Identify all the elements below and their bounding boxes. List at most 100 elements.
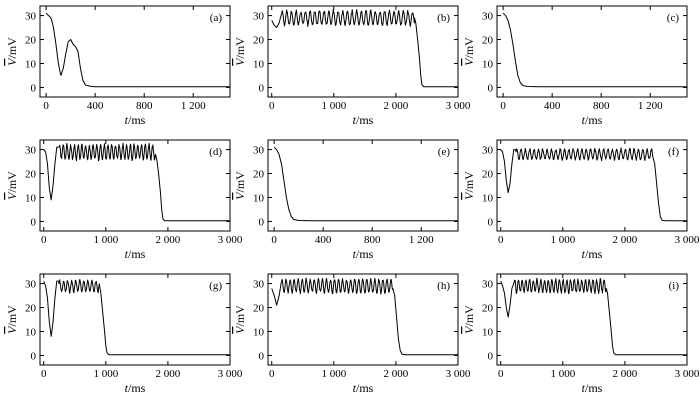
y-tick-label: 30 [482,145,494,157]
panel-label: (i) [669,280,680,292]
x-tick-label: 400 [544,100,561,112]
y-axis-symbol: V [233,191,247,200]
x-axis-symbol: t [125,247,129,261]
x-axis-label: t/ms [353,113,374,127]
y-tick-label: 20 [253,303,265,315]
panel-g: 0 1 000 2 000 3 000 0 10 20 30 (g) V/mV t/ms [5,273,243,395]
x-axis-symbol: t [582,247,586,261]
x-axis-symbol: t [353,247,357,261]
y-tick-label: 30 [25,279,37,291]
y-tick-label: 10 [25,326,37,338]
y-axis-symbol: V [5,57,19,66]
x-axis-unit: /ms [128,381,146,395]
x-tick-label: 3 000 [218,234,243,246]
panel-label: (f) [668,146,679,158]
y-axis-unit: /mV [5,37,19,59]
x-axis-symbol: t [353,113,357,127]
plot-frame [39,5,231,98]
panel-i: 0 1 000 2 000 3 000 0 10 20 30 (i) V/mV t/ms [462,273,700,395]
x-axis-unit: /ms [128,113,146,127]
y-tick-label: 30 [25,11,37,23]
x-tick-label: 0 [43,100,49,112]
x-axis-symbol: t [582,113,586,127]
x-tick-label: 1 200 [409,234,434,246]
x-tick-label: 1 200 [181,100,206,112]
series-line [502,12,687,88]
x-tick-label: 400 [87,100,104,112]
panel-label: (a) [210,12,223,24]
y-axis-unit: /mV [5,305,19,327]
x-axis-symbol: t [582,381,586,395]
y-axis-label: V/mV [5,37,19,66]
plot-frame [496,273,688,366]
x-axis-symbol: t [353,381,357,395]
plot-frame [39,273,231,366]
y-axis-label: V/mV [233,171,247,200]
y-tick-label: 10 [25,58,37,70]
plot-frame [267,5,459,98]
y-axis-symbol: V [5,191,19,200]
x-tick-label: 0 [498,234,504,246]
x-tick-label: 2 000 [613,234,638,246]
y-tick-label: 30 [482,11,494,23]
y-tick-label: 30 [25,145,37,157]
y-tick-label: 10 [253,326,265,338]
series-line [43,278,230,356]
x-axis-label: t/ms [582,113,603,127]
x-tick-label: 3 000 [675,368,700,380]
y-tick-label: 20 [25,169,37,181]
y-tick-label: 20 [482,35,494,47]
y-tick-label: 10 [482,58,494,70]
y-axis-symbol: V [5,325,19,334]
y-tick-label: 20 [482,303,494,315]
panel-label: (e) [438,146,451,158]
series-line [500,277,687,356]
y-tick-label: 20 [253,35,265,47]
y-tick-label: 10 [482,326,494,338]
y-tick-label: 10 [25,192,37,204]
x-tick-label: 0 [271,234,277,246]
y-axis-symbol: V [233,57,247,66]
y-tick-label: 10 [253,58,265,70]
series-line [271,277,458,356]
y-tick-label: 0 [488,350,494,362]
panel-e: 0 400 800 1 200 0 10 20 30 (e) V/mV t/ms [233,139,459,261]
x-tick-label: 1 000 [321,368,346,380]
y-tick-label: 10 [253,192,265,204]
x-tick-label: 1 200 [638,100,663,112]
x-axis-label: t/ms [125,247,146,261]
x-axis-unit: /ms [128,247,146,261]
y-axis-unit: /mV [233,37,247,59]
series-line [273,146,458,222]
y-tick-label: 20 [253,169,265,181]
plot-frame [496,139,688,232]
y-axis-label: V/mV [462,305,476,334]
y-axis-unit: /mV [5,171,19,193]
panel-label: (b) [437,12,450,24]
x-tick-label: 0 [269,368,275,380]
y-axis-label: V/mV [462,171,476,200]
y-axis-unit: /mV [462,171,476,193]
y-axis-symbol: V [462,57,476,66]
x-axis-unit: /ms [356,247,374,261]
series-line [45,12,230,88]
panel-label: (h) [437,280,450,292]
panel-label: (c) [667,12,680,24]
y-tick-label: 30 [253,145,265,157]
x-axis-unit: /ms [356,113,374,127]
y-axis-symbol: V [233,325,247,334]
y-tick-label: 0 [31,216,37,228]
x-tick-label: 3 000 [218,368,243,380]
y-axis-label: V/mV [5,305,19,334]
plot-frame [267,273,459,366]
x-tick-label: 3 000 [446,368,471,380]
x-tick-label: 2 000 [384,100,409,112]
x-tick-label: 2 000 [156,368,181,380]
y-axis-unit: /mV [462,305,476,327]
x-axis-unit: /ms [585,113,603,127]
panel-c: 0 400 800 1 200 0 10 20 30 (c) V/mV t/ms [462,5,688,127]
panel-label: (g) [209,280,222,292]
y-tick-label: 0 [259,82,265,94]
y-axis-label: V/mV [5,171,19,200]
